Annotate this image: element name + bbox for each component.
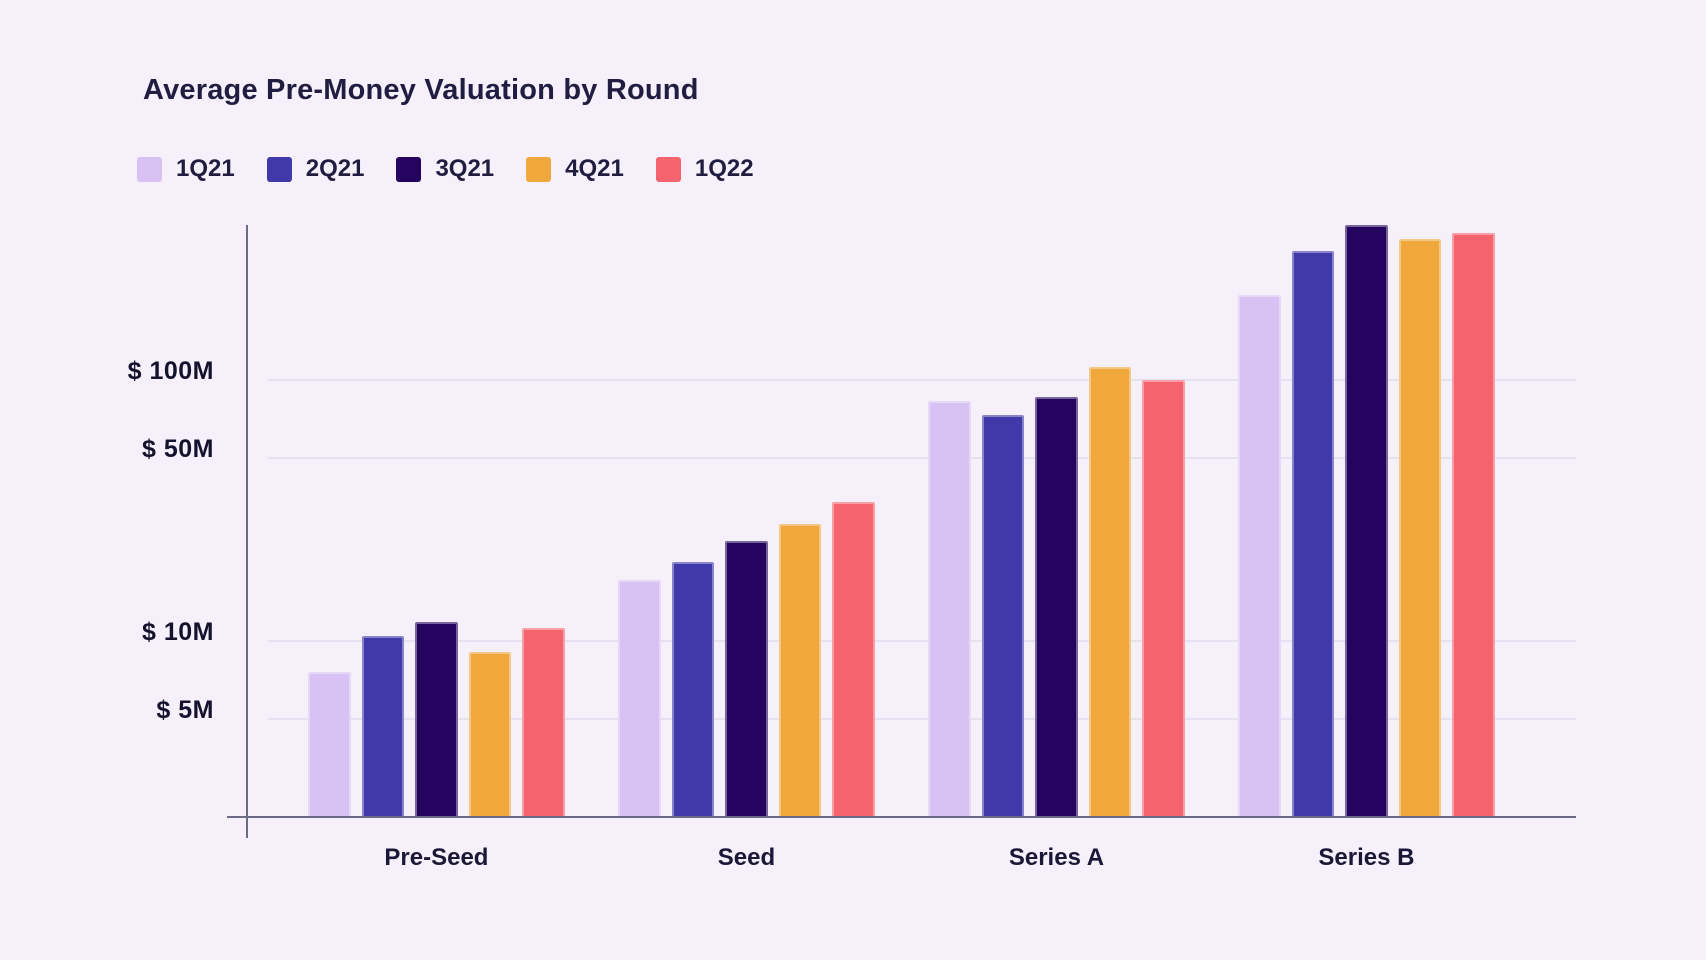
bar-seed-2q21 [671, 561, 715, 818]
chart-title: Average Pre-Money Valuation by Round [143, 74, 699, 106]
bar-series-a-2q21 [981, 415, 1025, 818]
legend-label-2q21: 2Q21 [305, 155, 365, 182]
legend: 1Q21 2Q21 3Q21 4Q21 1Q22 [137, 155, 754, 183]
bar-seed-1q21 [618, 580, 661, 818]
legend-item-1q22: 1Q22 [655, 155, 754, 183]
gridline-50m [268, 457, 1576, 460]
gridline-5m [268, 718, 1576, 721]
legend-item-2q21: 2Q21 [266, 155, 365, 183]
legend-label-1q21: 1Q21 [176, 155, 235, 182]
bar-series-a-4q21 [1088, 366, 1132, 818]
y-tick-label-10m: $ 10M [142, 617, 214, 646]
x-axis-label-series-b: Series B [1318, 844, 1415, 871]
gridline-10m [268, 639, 1576, 642]
legend-swatch-1q22 [655, 156, 681, 182]
bar-series-b-1q22 [1452, 232, 1495, 818]
x-axis-label-seed: Seed [717, 844, 776, 871]
legend-item-4q21: 4Q21 [526, 155, 624, 183]
legend-label-1q22: 1Q22 [694, 155, 754, 182]
bar-series-b-2q21 [1291, 251, 1335, 818]
bar-pre-seed-1q22 [522, 627, 565, 818]
bar-series-a-3q21 [1035, 396, 1078, 818]
y-axis-line [246, 225, 248, 838]
legend-label-4q21: 4Q21 [565, 155, 624, 182]
legend-swatch-2q21 [266, 156, 292, 182]
bar-pre-seed-2q21 [361, 636, 405, 818]
y-tick-label-50m: $ 50M [142, 435, 214, 464]
bar-pre-seed-3q21 [415, 621, 458, 818]
legend-item-3q21: 3Q21 [396, 155, 494, 183]
y-tick-label-5m: $ 5M [156, 696, 214, 725]
bar-pre-seed-4q21 [468, 652, 512, 818]
gridline-100m [268, 378, 1576, 381]
x-axis-label-pre-seed: Pre-Seed [384, 844, 489, 871]
bar-series-b-4q21 [1398, 239, 1442, 818]
bar-seed-1q22 [832, 501, 875, 818]
y-tick-label-100m: $ 100M [127, 356, 214, 385]
x-axis-line [227, 816, 1576, 818]
bar-series-b-3q21 [1345, 225, 1388, 818]
legend-label-3q21: 3Q21 [435, 155, 495, 182]
bar-series-a-1q22 [1142, 379, 1185, 818]
bar-pre-seed-1q21 [308, 671, 351, 818]
legend-item-1q21: 1Q21 [137, 155, 235, 183]
bar-seed-4q21 [778, 523, 822, 818]
bar-seed-3q21 [725, 541, 768, 818]
bar-series-a-1q21 [928, 400, 971, 818]
legend-swatch-1q21 [137, 156, 162, 182]
bar-series-b-1q21 [1238, 295, 1281, 818]
x-axis-label-series-a: Series A [1008, 844, 1105, 871]
legend-swatch-4q21 [526, 156, 552, 182]
legend-swatch-3q21 [396, 156, 422, 182]
